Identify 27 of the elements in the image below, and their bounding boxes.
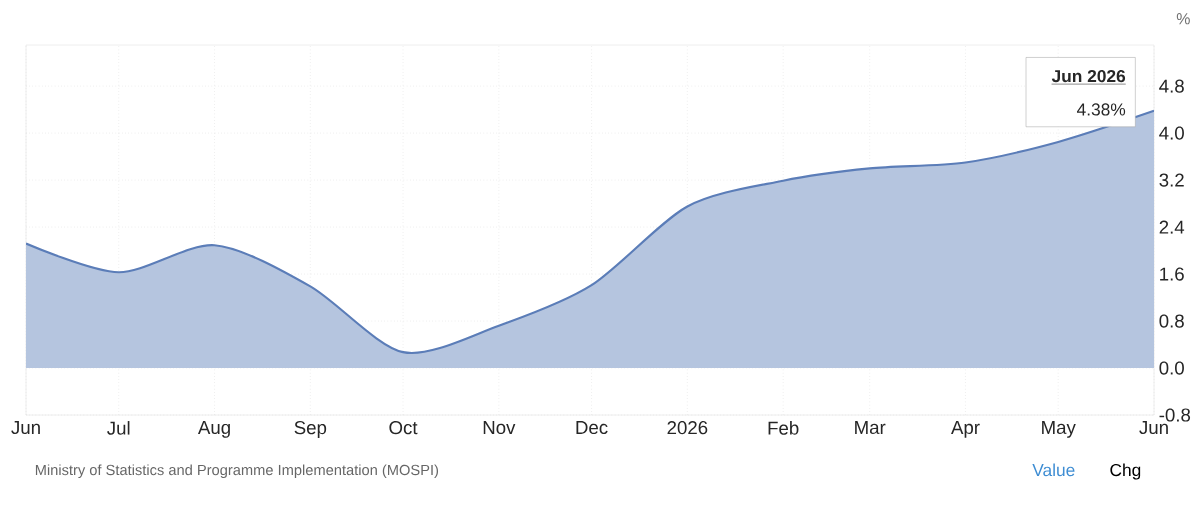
y-tick-label: 4.8 (1159, 79, 1184, 93)
y-tick-label: 3.2 (1159, 173, 1184, 187)
x-tick-label: Jul (107, 421, 130, 435)
y-tick-label: -0.8 (1159, 408, 1191, 422)
x-tick-label: May (1042, 421, 1076, 438)
y-tick-label: 1.6 (1160, 267, 1184, 281)
x-tick-label: Jun (1139, 421, 1168, 435)
y-axis-title: % (1176, 13, 1190, 25)
y-tick-label: 4.0 (1159, 126, 1184, 140)
x-tick-label: Nov (483, 421, 516, 435)
x-tick-label: Aug (197, 421, 230, 438)
text: Chg (1110, 463, 1141, 480)
x-tick-label: Sep (294, 421, 327, 438)
x-tick-label: Dec (576, 421, 608, 435)
text: Value (1032, 463, 1075, 477)
text: Ministry of Statistics and Programme Implementation (MOSPI) (35, 464, 439, 479)
x-tick-label: 2026 (667, 421, 708, 435)
x-tick-label: Jun (11, 421, 40, 435)
annotation: 4.38% (1076, 103, 1126, 116)
y-tick-label: 2.4 (1159, 220, 1185, 234)
annotation: Jun 2026 (1051, 69, 1126, 83)
y-tick-label: 0.0 (1159, 361, 1184, 375)
x-tick-label: Mar (855, 421, 886, 435)
y-tick-label: 0.8 (1159, 314, 1184, 328)
x-tick-label: Apr (951, 421, 980, 438)
x-tick-label: Oct (389, 421, 418, 435)
x-tick-label: Feb (768, 421, 799, 435)
